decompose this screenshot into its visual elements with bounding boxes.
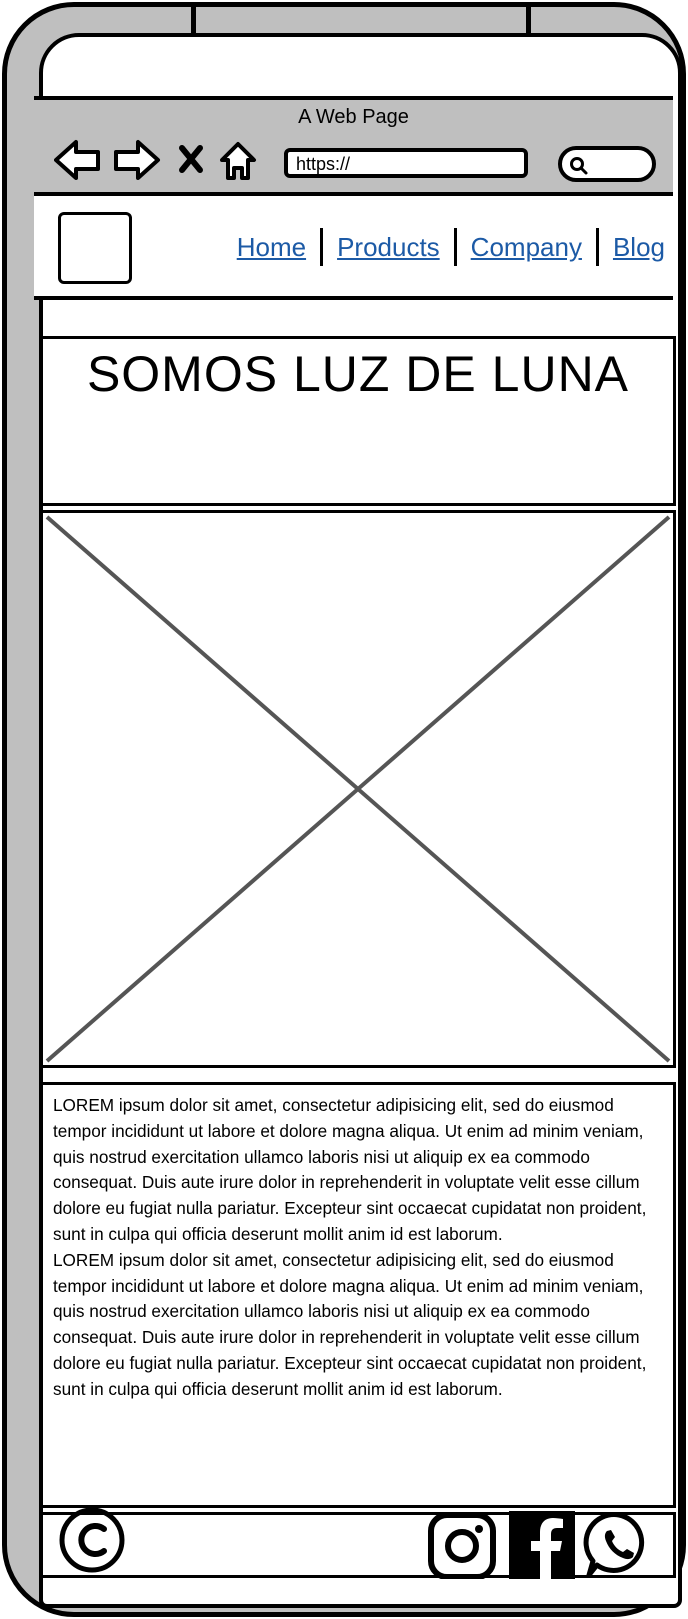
logo-placeholder bbox=[58, 212, 132, 284]
hero-banner: SOMOS LUZ DE LUNA bbox=[40, 336, 676, 506]
search-icon bbox=[570, 157, 588, 175]
placeholder-cross bbox=[45, 515, 671, 1063]
home-icon[interactable] bbox=[220, 142, 256, 180]
nav-link-company[interactable]: Company bbox=[470, 231, 582, 262]
browser-toolbar: A Web Page https:// bbox=[34, 96, 673, 196]
browser-search-field[interactable] bbox=[558, 146, 656, 182]
content-paragraph: LOREM ipsum dolor sit amet, consectetur … bbox=[53, 1249, 647, 1399]
browser-nav-buttons bbox=[54, 140, 256, 180]
browser-page-title: A Web Page bbox=[298, 106, 409, 128]
instagram-icon[interactable] bbox=[427, 1513, 497, 1579]
banner-title: SOMOS LUZ DE LUNA bbox=[86, 346, 630, 402]
close-x-icon[interactable] bbox=[179, 145, 203, 173]
whatsapp-icon[interactable] bbox=[583, 1509, 655, 1581]
back-arrow-icon[interactable] bbox=[54, 140, 100, 180]
nav-link-products[interactable]: Products bbox=[337, 231, 440, 262]
site-footer bbox=[40, 1507, 676, 1581]
nav-separator bbox=[320, 228, 324, 266]
image-placeholder bbox=[40, 510, 676, 1068]
url-input[interactable]: https:// bbox=[284, 148, 528, 178]
nav-link-home[interactable]: Home bbox=[236, 231, 307, 262]
main-nav: Home Products Company Blog bbox=[223, 228, 665, 266]
content-text-block: LOREM ipsum dolor sit amet, consectetur … bbox=[40, 1082, 676, 1508]
content-paragraph: LOREM ipsum dolor sit amet, consectetur … bbox=[53, 1095, 647, 1244]
nav-separator bbox=[595, 228, 599, 266]
site-header: Home Products Company Blog bbox=[34, 196, 673, 300]
nav-separator bbox=[453, 228, 457, 266]
facebook-icon[interactable] bbox=[507, 1511, 577, 1579]
nav-link-blog[interactable]: Blog bbox=[612, 231, 665, 262]
copyright-icon bbox=[59, 1507, 125, 1573]
forward-arrow-icon[interactable] bbox=[114, 140, 160, 180]
